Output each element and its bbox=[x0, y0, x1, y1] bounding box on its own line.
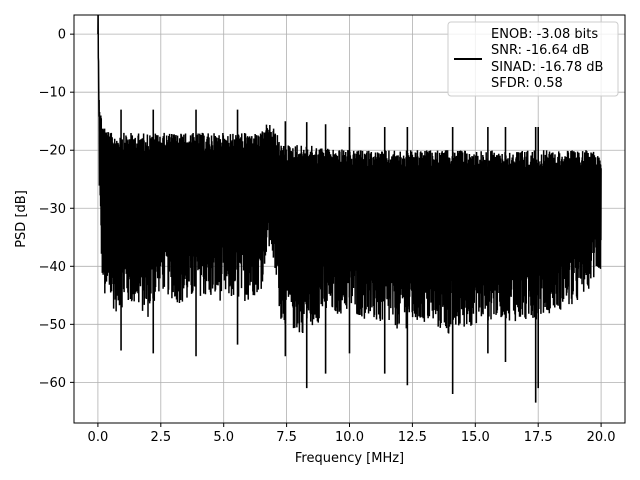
legend-box bbox=[447, 21, 619, 97]
legend-entry-sinad: SINAD: -16.78 dB bbox=[491, 60, 603, 75]
y-tick-label: −10 bbox=[39, 86, 66, 101]
x-axis-label: Frequency [MHz] bbox=[295, 451, 404, 466]
x-tick-label: 5.0 bbox=[213, 430, 234, 445]
x-tick-label: 7.5 bbox=[276, 430, 297, 445]
y-tick-label: −30 bbox=[39, 202, 66, 217]
legend-entry-enob: ENOB: -3.08 bits bbox=[491, 27, 598, 42]
x-tick-label: 20.0 bbox=[587, 430, 616, 445]
x-tick-label: 15.0 bbox=[461, 430, 490, 445]
legend-entry-sfdr: SFDR: 0.58 bbox=[491, 76, 563, 91]
x-tick-label: 2.5 bbox=[150, 430, 171, 445]
x-tick-label: 0.0 bbox=[88, 430, 109, 445]
y-axis-label: PSD [dB] bbox=[14, 190, 29, 248]
y-tick-label: 0 bbox=[58, 28, 66, 43]
psd-series bbox=[97, 15, 602, 403]
x-tick-label: 17.5 bbox=[524, 430, 553, 445]
x-tick-label: 12.5 bbox=[398, 430, 427, 445]
y-axis-ticks: 0 −10 −20 −30 −40 −50 −60 bbox=[39, 28, 74, 391]
legend: ENOB: -3.08 bits SNR: -16.64 dB SINAD: -… bbox=[447, 21, 619, 97]
y-tick-label: −50 bbox=[39, 318, 66, 333]
y-tick-label: −40 bbox=[39, 260, 66, 275]
x-tick-label: 10.0 bbox=[335, 430, 364, 445]
x-axis-ticks: 0.0 2.5 5.0 7.5 10.0 12.5 15.0 17.5 20.0 bbox=[88, 423, 616, 445]
y-tick-label: −20 bbox=[39, 144, 66, 159]
legend-entry-snr: SNR: -16.64 dB bbox=[491, 43, 589, 58]
y-tick-label: −60 bbox=[39, 376, 66, 391]
